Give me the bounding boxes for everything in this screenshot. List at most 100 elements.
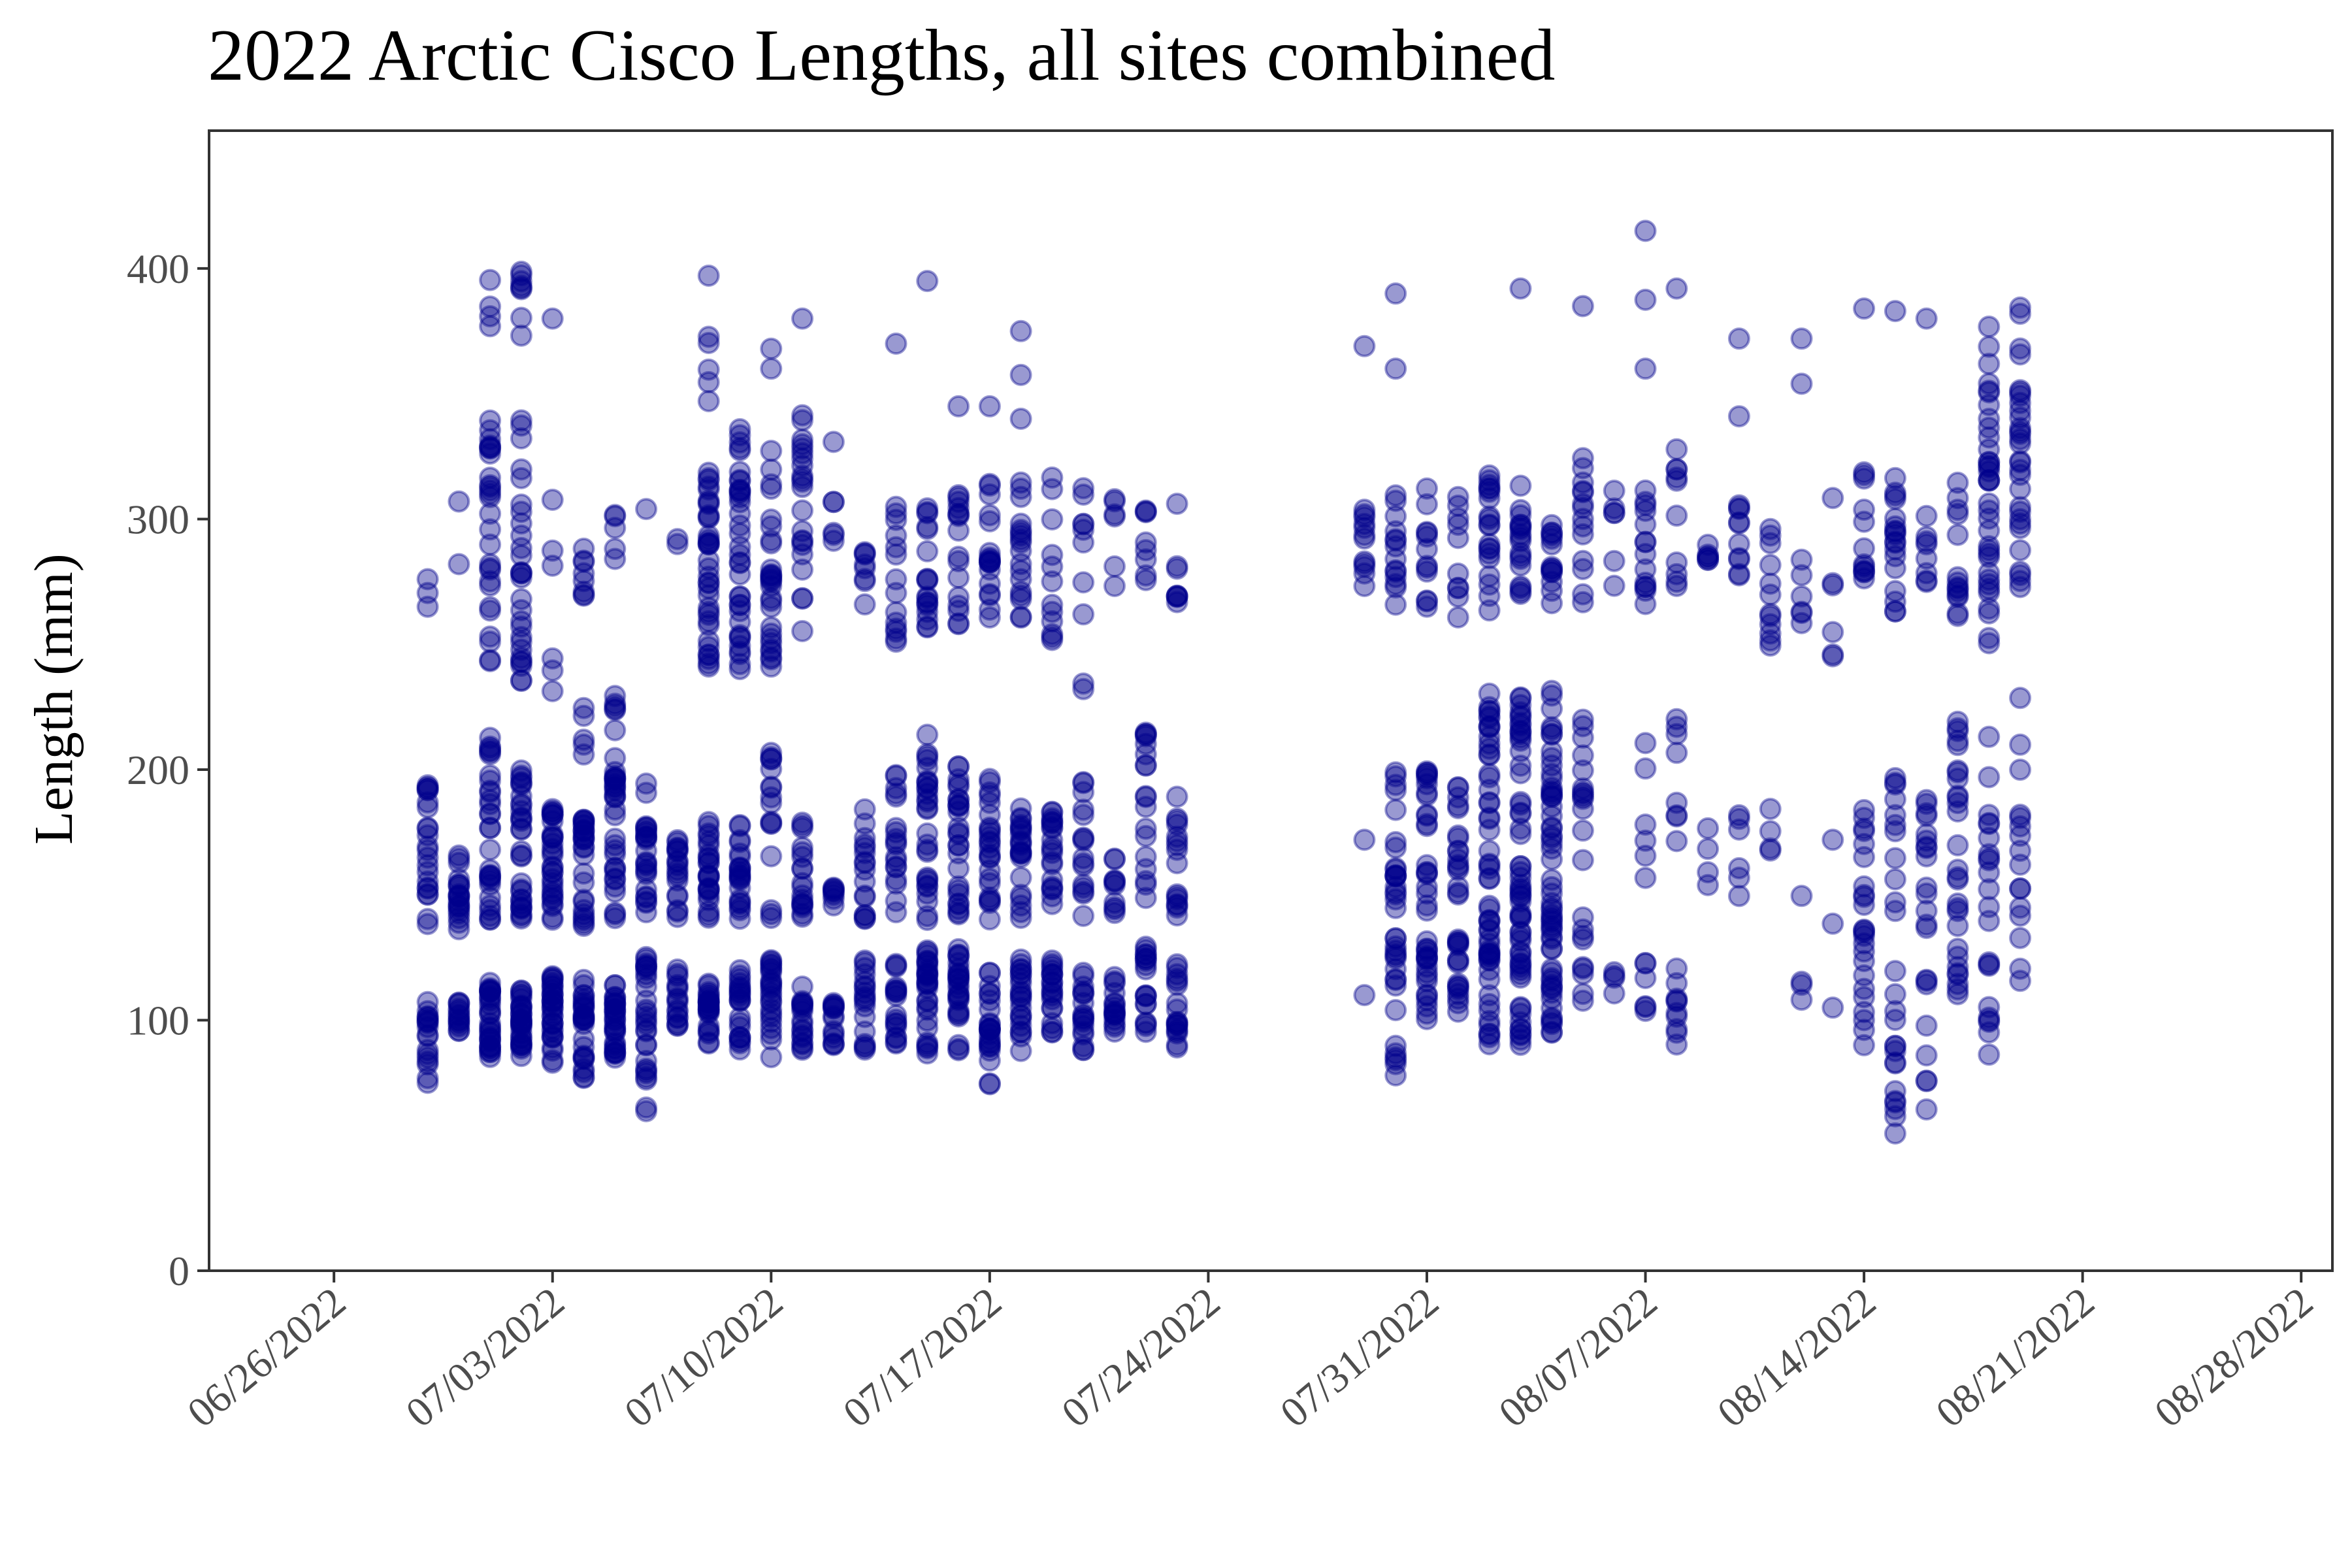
data-point xyxy=(978,868,1001,890)
data-point xyxy=(1134,858,1157,881)
data-point xyxy=(448,991,470,1014)
data-point xyxy=(479,908,502,931)
data-point xyxy=(1416,940,1438,963)
data-point xyxy=(885,821,907,843)
data-point xyxy=(635,840,658,862)
data-point xyxy=(1072,1010,1095,1033)
data-point xyxy=(1009,363,1032,386)
data-point xyxy=(1009,817,1032,840)
data-point xyxy=(572,809,595,832)
data-point xyxy=(1009,831,1032,854)
data-point xyxy=(728,536,751,558)
data-point xyxy=(697,600,720,623)
x-tick-label: 07/31/2022 xyxy=(1271,1278,1447,1436)
data-point xyxy=(916,840,939,863)
data-point xyxy=(1009,968,1032,990)
data-point xyxy=(1571,924,1594,947)
data-point xyxy=(1509,953,1532,975)
data-point xyxy=(853,971,876,993)
data-point xyxy=(728,982,751,1005)
data-point xyxy=(510,650,532,673)
data-point xyxy=(885,627,907,650)
data-point xyxy=(1665,277,1688,300)
data-point xyxy=(666,532,689,555)
data-point xyxy=(572,813,595,836)
data-point xyxy=(978,846,1001,869)
data-point xyxy=(697,994,720,1017)
data-point xyxy=(916,798,939,821)
data-point xyxy=(666,1015,689,1037)
data-point xyxy=(1009,887,1032,909)
data-point xyxy=(1072,804,1095,826)
data-point xyxy=(479,999,502,1022)
y-tick-label: 400 xyxy=(127,246,189,292)
data-point xyxy=(1072,904,1095,927)
data-point xyxy=(728,626,751,649)
data-point xyxy=(791,499,814,522)
data-point xyxy=(728,1011,751,1034)
data-point xyxy=(853,568,876,591)
data-point xyxy=(916,977,939,1000)
data-point xyxy=(1853,986,1876,1009)
data-point xyxy=(728,585,751,608)
data-point xyxy=(978,1018,1001,1040)
data-point xyxy=(666,840,689,862)
data-point xyxy=(947,945,970,968)
data-point xyxy=(541,886,564,909)
data-point xyxy=(853,904,876,927)
data-point xyxy=(822,878,845,901)
data-point xyxy=(1915,307,1938,330)
data-point xyxy=(728,653,751,676)
data-point xyxy=(978,1012,1001,1034)
data-point xyxy=(791,992,814,1015)
data-point xyxy=(760,1046,783,1069)
data-point xyxy=(885,954,907,977)
data-point xyxy=(1915,837,1938,860)
data-point xyxy=(1603,549,1625,572)
data-point xyxy=(791,841,814,864)
data-point xyxy=(1978,316,2001,338)
data-point xyxy=(1009,948,1032,971)
data-point xyxy=(572,1004,595,1026)
data-point xyxy=(510,1026,532,1049)
data-point xyxy=(635,1066,658,1089)
data-point xyxy=(635,1034,658,1056)
data-point xyxy=(479,649,502,672)
data-point xyxy=(479,436,502,459)
data-point xyxy=(916,1034,939,1056)
data-point xyxy=(510,809,532,832)
data-point xyxy=(1665,551,1688,574)
data-point xyxy=(479,905,502,927)
data-point xyxy=(479,1020,502,1043)
data-point xyxy=(1009,985,1032,1007)
data-point xyxy=(885,581,907,604)
data-point xyxy=(947,968,970,991)
data-point xyxy=(978,1017,1001,1039)
data-point xyxy=(1384,836,1407,859)
data-point xyxy=(728,594,751,617)
data-point xyxy=(885,777,907,800)
data-point xyxy=(916,749,939,771)
data-point xyxy=(510,1014,532,1037)
data-point xyxy=(978,1072,1001,1095)
data-point xyxy=(1603,574,1625,597)
data-point xyxy=(978,1022,1001,1045)
data-point xyxy=(448,885,470,908)
data-point xyxy=(572,1058,595,1081)
data-point xyxy=(947,823,970,845)
data-point xyxy=(978,1039,1001,1062)
data-point xyxy=(1166,555,1188,578)
data-point xyxy=(697,1031,720,1054)
data-point xyxy=(1978,597,2001,620)
data-point xyxy=(760,903,783,925)
data-point xyxy=(728,640,751,663)
data-point xyxy=(541,647,564,670)
data-point xyxy=(572,996,595,1019)
data-point xyxy=(2009,539,2032,562)
data-point xyxy=(510,878,532,901)
data-point xyxy=(541,996,564,1019)
data-point xyxy=(728,658,751,681)
data-point xyxy=(1009,953,1032,975)
data-point xyxy=(1509,474,1532,497)
data-point xyxy=(479,874,502,896)
